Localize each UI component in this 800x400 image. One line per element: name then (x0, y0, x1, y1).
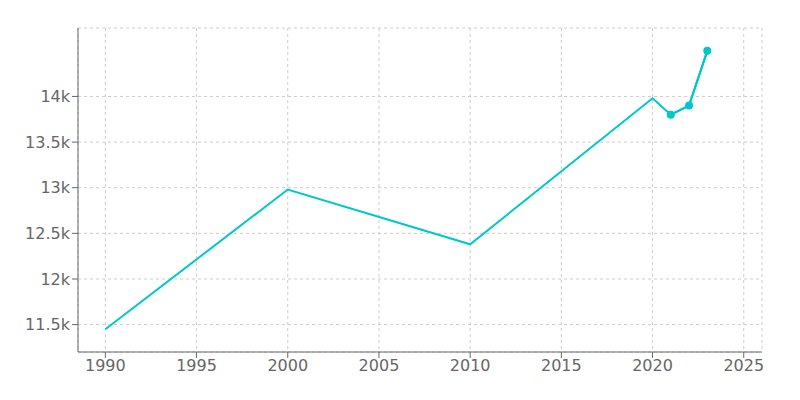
svg-text:12.5k: 12.5k (25, 224, 71, 243)
svg-text:14k: 14k (40, 87, 70, 106)
svg-text:2015: 2015 (541, 356, 582, 375)
svg-text:1990: 1990 (85, 356, 126, 375)
svg-text:2020: 2020 (632, 356, 673, 375)
svg-text:2000: 2000 (267, 356, 308, 375)
svg-text:2005: 2005 (359, 356, 400, 375)
svg-text:2010: 2010 (450, 356, 491, 375)
svg-text:13k: 13k (40, 178, 70, 197)
svg-text:13.5k: 13.5k (25, 133, 71, 152)
svg-text:11.5k: 11.5k (25, 315, 71, 334)
svg-text:12k: 12k (40, 270, 70, 289)
svg-text:1995: 1995 (176, 356, 217, 375)
svg-text:2025: 2025 (723, 356, 764, 375)
